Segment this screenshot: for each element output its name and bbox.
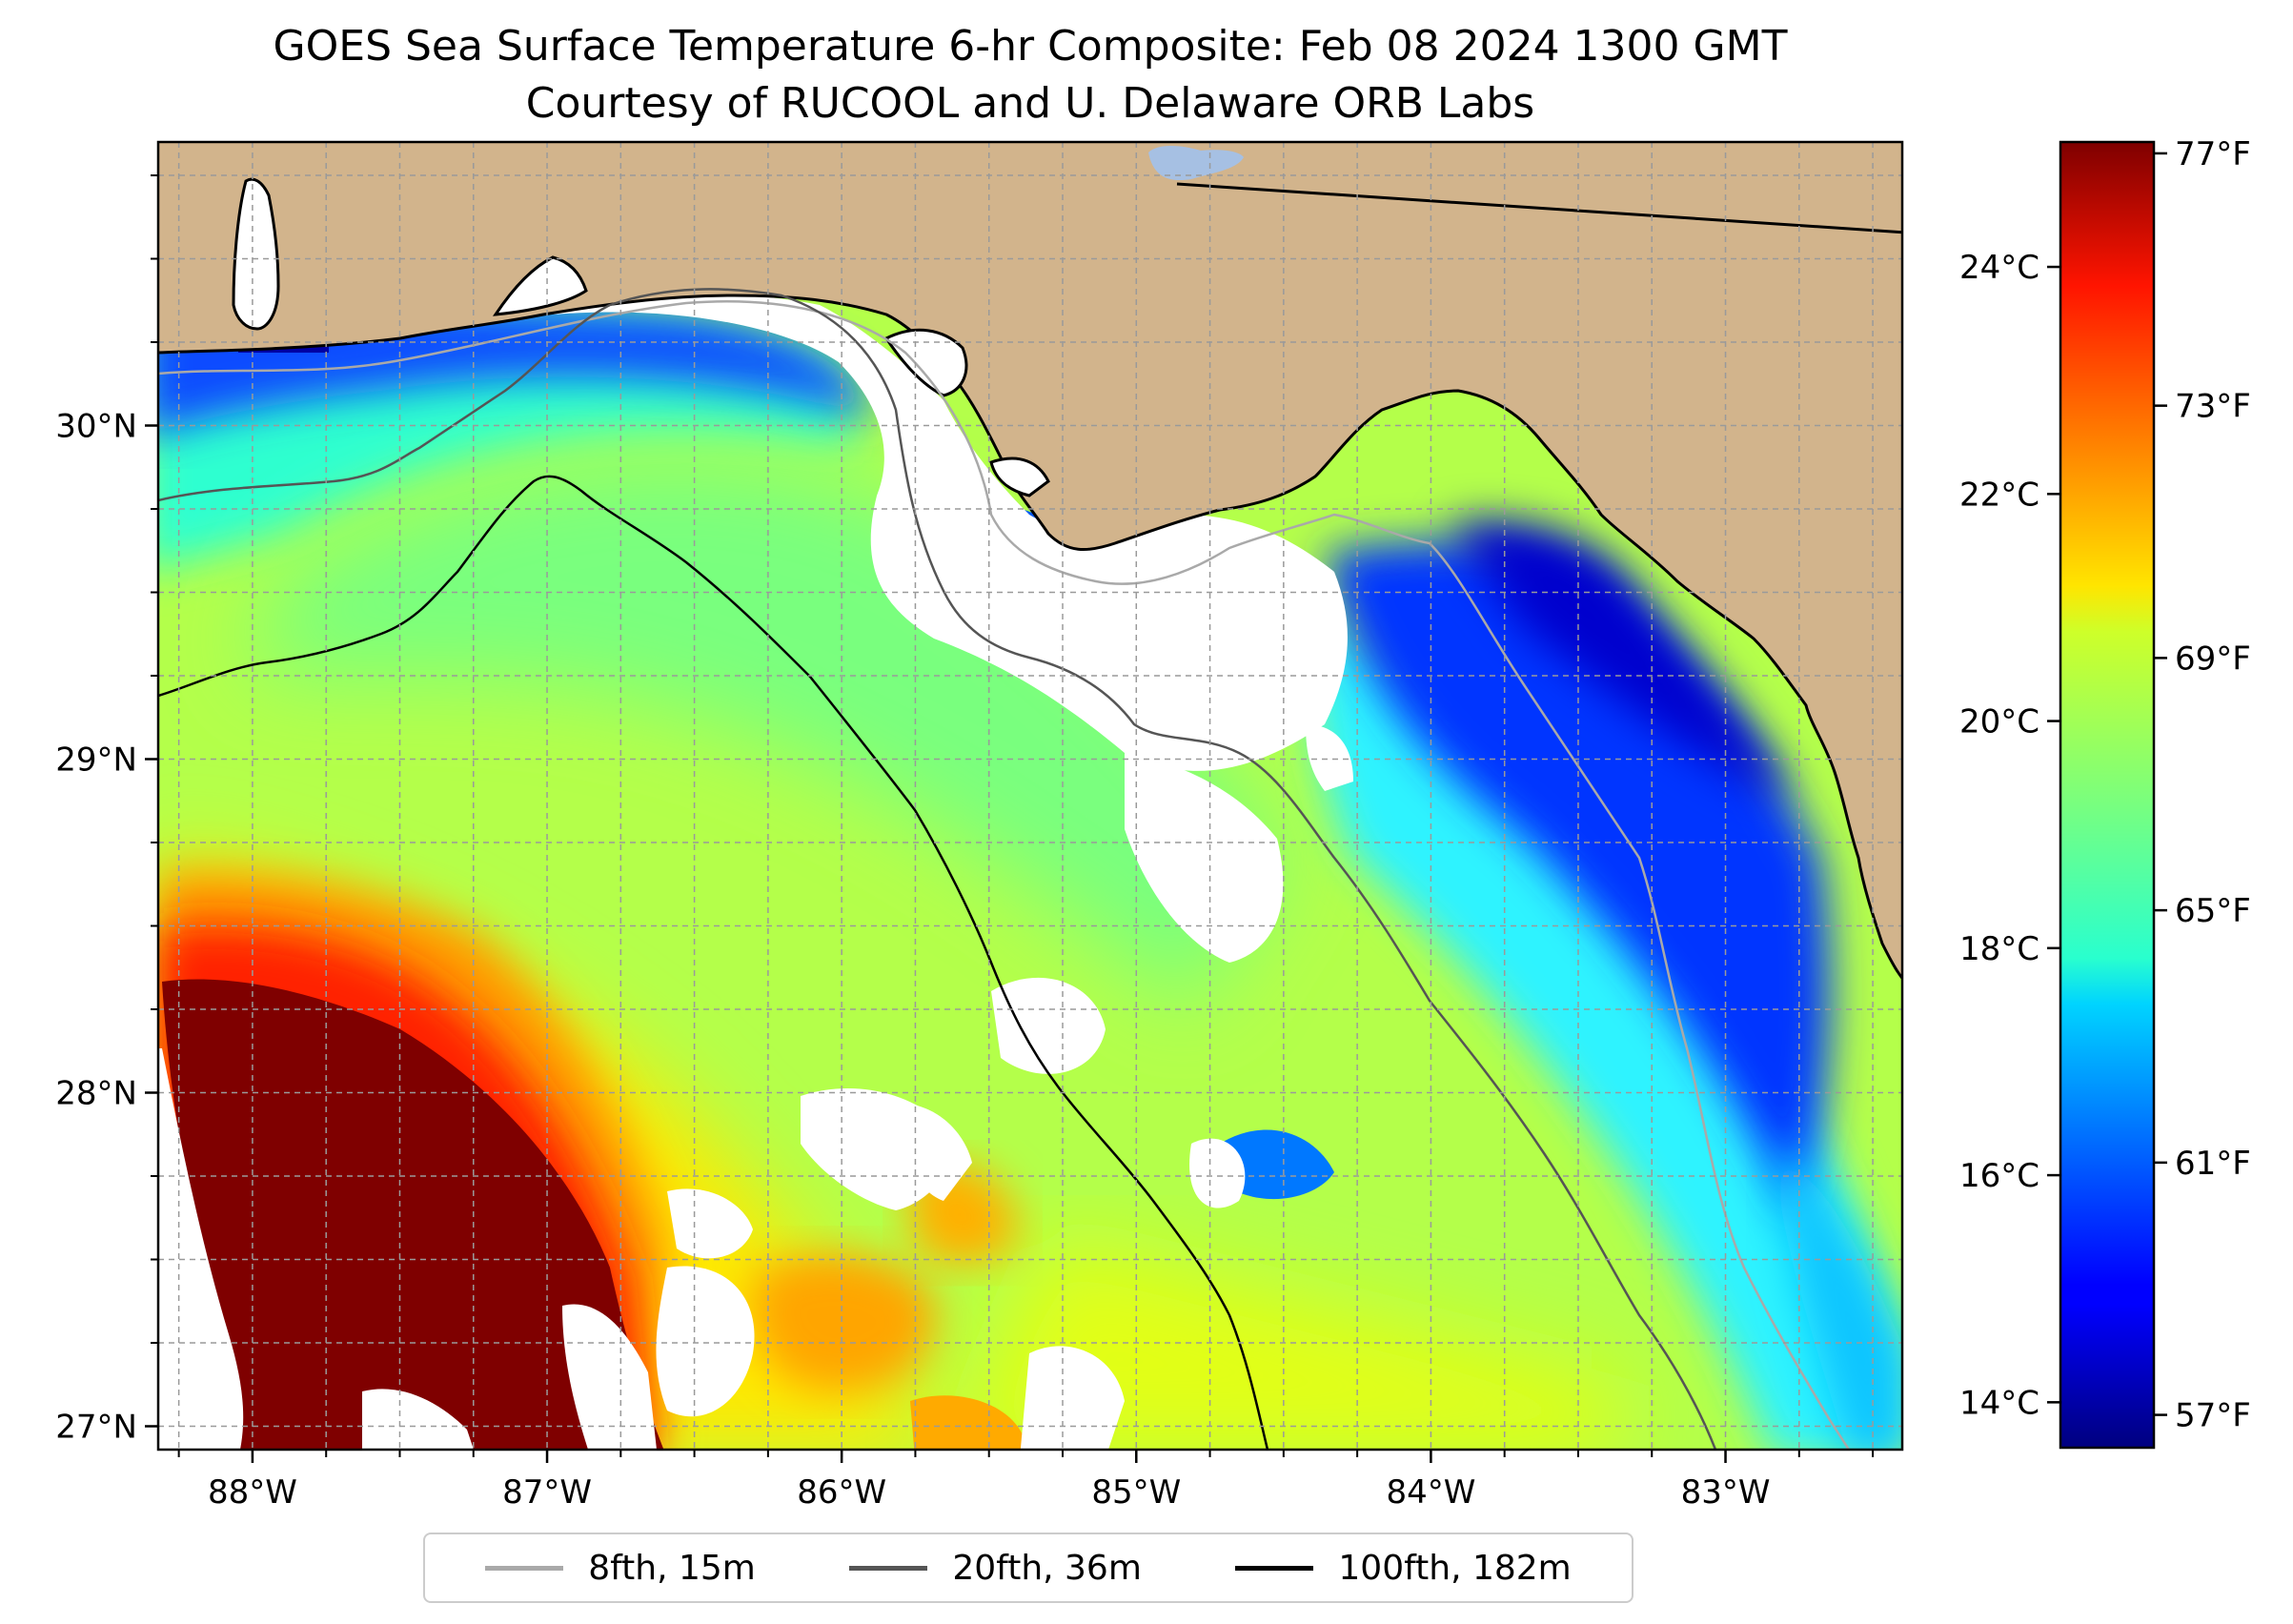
sst-darkblue-coastal <box>1449 521 1792 801</box>
lon-tick-label: 88°W <box>208 1473 297 1512</box>
contour-legend: 8fth, 15m 20fth, 36m 100fth, 182m <box>423 1533 1634 1603</box>
colorbar-fahrenheit-label: 65°F <box>2175 892 2251 930</box>
no-data-gaps <box>158 294 1353 1450</box>
sst-cyan-southeast <box>1773 1144 1902 1450</box>
contour-20fth <box>158 288 1717 1450</box>
map-subtitle: Courtesy of RUCOOL and U. Delaware ORB L… <box>525 79 1535 128</box>
land <box>158 142 1902 981</box>
legend-label-20fth: 20fth, 36m <box>952 1548 1142 1588</box>
lat-tick-label: 29°N <box>55 741 137 780</box>
colorbar-celsius-label: 20°C <box>1959 703 2039 741</box>
lat-tick-label: 28°N <box>55 1075 137 1113</box>
sst-orange-patch-3 <box>910 1395 1025 1450</box>
sst-blue-bay-patch-2 <box>1220 1129 1334 1200</box>
colorbar-fahrenheit-label: 69°F <box>2175 639 2251 678</box>
map-title: GOES Sea Surface Temperature 6-hr Compos… <box>273 22 1788 71</box>
lon-tick-label: 87°W <box>502 1473 592 1512</box>
colorbar-fahrenheit-label: 61°F <box>2175 1145 2251 1183</box>
lon-tick-label: 84°W <box>1386 1473 1475 1512</box>
legend-label-8fth: 8fth, 15m <box>588 1548 756 1588</box>
legend-swatch-100fth <box>1235 1565 1314 1571</box>
sst-orange-patch-1 <box>751 1253 936 1391</box>
lon-tick-label: 86°W <box>797 1473 886 1512</box>
sst-cyan-east <box>1306 610 1902 1450</box>
land-northern-gulf-coast <box>158 142 1902 981</box>
colorbar-celsius-label: 22°C <box>1959 476 2039 514</box>
colorbar-celsius-label: 14°C <box>1959 1384 2039 1422</box>
lon-tick-label: 83°W <box>1681 1473 1771 1512</box>
colorbar-fahrenheit-label: 57°F <box>2175 1397 2251 1435</box>
legend-item-20fth: 20fth, 36m <box>849 1549 1142 1588</box>
contour-8fth <box>158 300 1851 1450</box>
legend-swatch-20fth <box>849 1565 928 1571</box>
colorbar-fahrenheit-label: 77°F <box>2175 135 2251 173</box>
legend-item-8fth: 8fth, 15m <box>485 1549 756 1588</box>
land-coastal-bay-1 <box>492 255 588 316</box>
lon-tick-label: 85°W <box>1091 1473 1181 1512</box>
lat-tick-label: 27°N <box>55 1409 137 1447</box>
contour-100fth <box>158 475 1269 1450</box>
legend-swatch-8fth <box>485 1565 564 1571</box>
colorbar-celsius-label: 18°C <box>1959 930 2039 968</box>
land-coastal-bay-3 <box>989 457 1050 497</box>
lat-tick-label: 30°N <box>55 408 137 446</box>
colorbar <box>2059 140 2156 1450</box>
colorbar-celsius-label: 24°C <box>1959 249 2039 287</box>
land-mobile-bay-point <box>232 177 280 331</box>
lake <box>1148 146 1244 181</box>
colorbar-fahrenheit-label: 73°F <box>2175 388 2251 426</box>
colorbar-celsius-label: 16°C <box>1959 1157 2039 1195</box>
sst-darkred-warm-pool <box>162 979 664 1450</box>
land-coastal-bay-2 <box>883 328 968 397</box>
map-axis-ticks: 88°W 87°W 86°W 85°W 84°W 83°W 27°N 28°N 29°N 30°N <box>55 174 1875 1512</box>
state-boundary <box>1176 182 1902 234</box>
colorbar-ticks: 14°C 16°C 18°C 20°C 22°C 24°C 57°F 61°F 65°F 69°F… <box>1959 135 2251 1435</box>
gridlines <box>158 142 1902 1450</box>
map-frame <box>156 140 1904 1451</box>
legend-label-100fth: 100fth, 182m <box>1338 1548 1572 1588</box>
legend-item-100fth: 100fth, 182m <box>1235 1548 1572 1588</box>
map-plot-area <box>158 142 1902 1450</box>
